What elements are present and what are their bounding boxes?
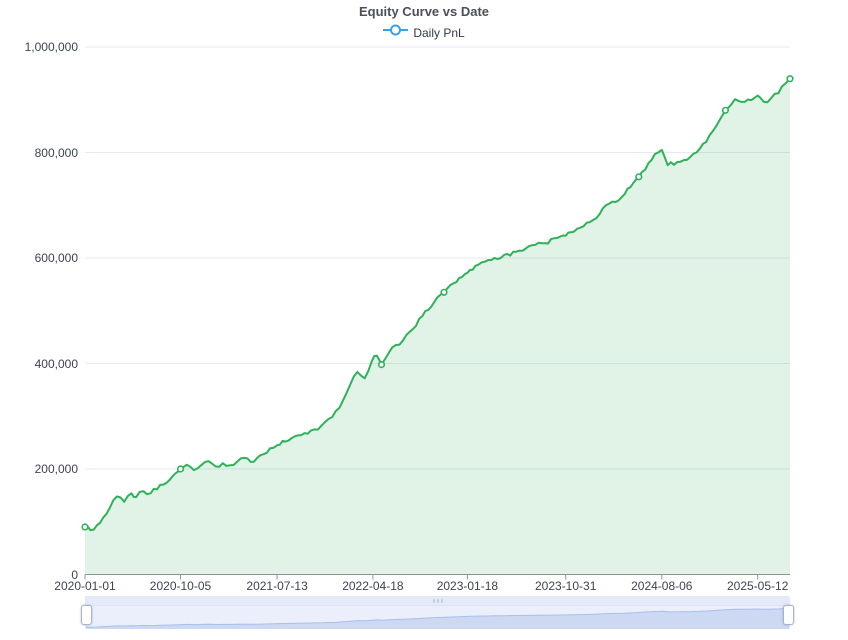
line-marker-icon	[383, 23, 409, 42]
y-axis-tick-label: 200,000	[34, 462, 78, 476]
x-axis-tick-label: 2020-10-05	[149, 579, 212, 593]
legend-item-daily-pnl[interactable]: Daily PnL	[383, 23, 465, 42]
x-axis-tick-label: 2022-04-18	[342, 579, 404, 593]
x-axis-tick-label: 2023-10-31	[534, 579, 597, 593]
legend: Daily PnL	[0, 23, 848, 42]
y-axis-tick-label: 600,000	[34, 251, 78, 265]
legend-label: Daily PnL	[413, 25, 465, 40]
y-axis-tick-label: 800,000	[34, 145, 78, 160]
datazoom-left-handle-icon[interactable]	[81, 605, 92, 625]
x-axis-tick-label: 2021-07-13	[246, 579, 308, 593]
x-axis-tick-label: 2025-05-12	[726, 579, 789, 593]
chart-title: Equity Curve vs Date	[358, 4, 490, 19]
x-axis-tick-label: 2020-01-01	[54, 579, 116, 593]
y-axis-tick-label: 400,000	[34, 356, 78, 371]
x-axis-tick-label: 2024-08-06	[631, 579, 693, 593]
x-axis-tick-label: 2023-01-18	[436, 579, 499, 593]
datazoom-right-handle-icon[interactable]	[783, 605, 794, 625]
datazoom-overview-chart[interactable]	[86, 605, 789, 629]
datazoom-grip-icon[interactable]	[432, 599, 443, 603]
datazoom-slider[interactable]	[81, 596, 794, 629]
y-axis-tick-label: 1,000,000	[24, 40, 78, 54]
y-axis-tick-label: 0	[71, 567, 78, 582]
